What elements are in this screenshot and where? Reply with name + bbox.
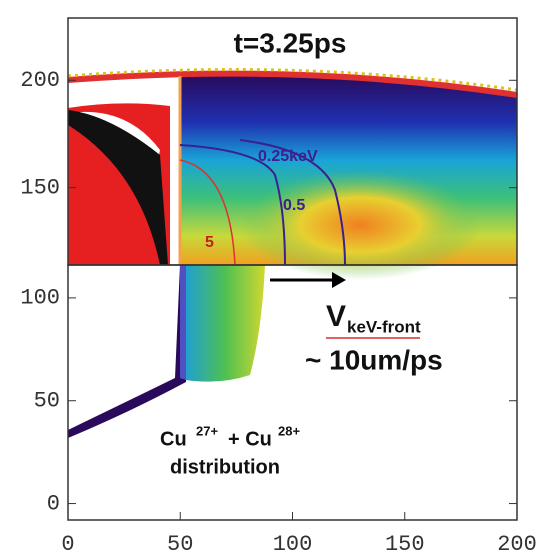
y-tick-label: 0 bbox=[47, 491, 60, 516]
x-tick-label: 200 bbox=[497, 532, 537, 557]
y-tick-label: 150 bbox=[20, 175, 60, 200]
colormap bbox=[68, 70, 517, 438]
annotation: V bbox=[326, 300, 346, 333]
annotation: distribution bbox=[170, 456, 280, 478]
figure: t=3.25ps 0.25keV 0.5 5 V keV-front ~ 10u… bbox=[0, 0, 540, 557]
annotation: 0.25keV bbox=[258, 148, 318, 165]
annotation: 5 bbox=[205, 234, 214, 251]
annotation: keV-front bbox=[347, 317, 421, 336]
x-tick-label: 50 bbox=[167, 532, 193, 557]
annotation: + Cu bbox=[228, 428, 272, 450]
y-tick-label: 50 bbox=[34, 389, 60, 414]
y-tick-label: 200 bbox=[20, 68, 60, 93]
annotation: 0.5 bbox=[283, 197, 305, 214]
annotation: ~ 10um/ps bbox=[305, 344, 443, 375]
annotation: 28+ bbox=[278, 423, 300, 438]
bottom-frame bbox=[68, 265, 517, 520]
panel-title: t=3.25ps bbox=[234, 27, 347, 58]
annotation: Cu bbox=[160, 428, 187, 450]
y-tick-label: 100 bbox=[20, 286, 60, 311]
x-tick-label: 100 bbox=[273, 532, 313, 557]
x-tick-label: 150 bbox=[385, 532, 425, 557]
annotation: 27+ bbox=[196, 423, 218, 438]
x-tick-label: 0 bbox=[61, 532, 74, 557]
